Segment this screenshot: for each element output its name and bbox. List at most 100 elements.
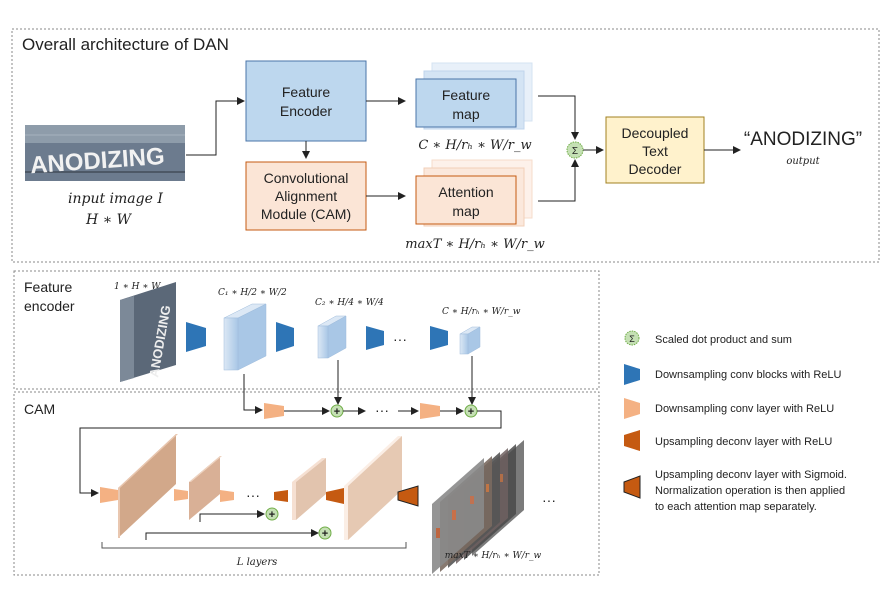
cam-down-1-icon	[100, 487, 118, 503]
attention-map-line1: Attention	[438, 184, 493, 200]
sigma-symbol: Σ	[572, 146, 578, 157]
output-label: output	[786, 156, 820, 167]
arrow-loop-to-cam-start	[79, 410, 502, 497]
downsample-blocks-3-icon	[366, 326, 384, 350]
svg-text:+: +	[334, 406, 340, 418]
attention-map-dims: maxT ∗ H/rₕ ∗ W/r_w	[405, 237, 544, 252]
cam-cuboid-4	[344, 436, 402, 540]
arrow-input-to-encoder	[186, 97, 245, 156]
encoder-panel-title-line1: Feature	[24, 279, 72, 295]
cam-panel-border	[13, 391, 600, 576]
cam-down-3-icon	[220, 490, 234, 502]
sum-node-2: +	[464, 404, 478, 418]
cam-cuboid-1	[118, 434, 178, 538]
legend-sigma: Σ Scaled dot product and sum	[624, 330, 792, 346]
feature-encoder-line2: Encoder	[280, 103, 332, 119]
legend-downsample-blocks-text: Downsampling conv blocks with ReLU	[655, 369, 842, 381]
legend-dark-blue-trapezoid-icon	[624, 364, 640, 385]
downsample-layer-2-icon	[420, 403, 440, 419]
cam-cuboid-3	[292, 458, 326, 520]
legend-upsample-sigmoid-line3: to each attention map separately.	[655, 501, 817, 513]
attention-maps-stack	[432, 440, 524, 574]
sigma-node: Σ	[566, 141, 584, 159]
downsample-blocks-1-icon	[186, 322, 206, 352]
legend-upsample-relu: Upsampling deconv layer with ReLU	[624, 430, 832, 451]
legend-dark-orange-trapezoid-icon	[624, 430, 640, 451]
feature-map-line2: map	[452, 106, 479, 122]
legend-upsample-sigmoid-line1: Upsampling deconv layer with Sigmoid.	[655, 469, 847, 481]
encoder-panel-border	[13, 270, 600, 390]
sum-node-1: +	[330, 404, 344, 418]
input-label: input image I	[68, 191, 163, 207]
overall-title: Overall architecture of DAN	[22, 35, 229, 54]
attention-map-stack: Attention map	[415, 159, 533, 227]
encoder-dim-1: C₁ ∗ H/2 ∗ W/2	[218, 288, 287, 298]
decoder-line1: Decoupled	[622, 125, 689, 141]
cam-up-2-icon	[326, 488, 344, 504]
input-image: ANODIZING	[25, 125, 185, 181]
arrow-cuboid1-to-cam	[243, 374, 263, 414]
encoder-dim-2: C₂ ∗ H/4 ∗ W/4	[315, 298, 384, 308]
feature-cuboid-3	[459, 326, 481, 355]
feature-map-stack: Feature map	[415, 62, 533, 130]
cam-attention-dims: maxT ∗ H/rₕ ∗ W/r_w	[445, 551, 542, 561]
cam-ellipsis-2: ···	[246, 487, 260, 503]
skip-connection-1	[199, 510, 265, 522]
cam-down-2-icon	[174, 489, 188, 501]
cam-ellipsis-1: ···	[375, 402, 389, 418]
cam-panel: CAM + ··· +	[13, 356, 600, 576]
legend-sigma-text: Scaled dot product and sum	[655, 334, 792, 346]
downsample-blocks-2-icon	[276, 322, 294, 352]
output-text: “ANODIZING”	[744, 129, 862, 150]
decoder-line2: Text	[642, 143, 668, 159]
attention-map-line2: map	[452, 203, 479, 219]
legend: Σ Scaled dot product and sum Downsamplin…	[623, 330, 847, 513]
feature-encoder-line1: Feature	[282, 84, 330, 100]
cam-panel-title: CAM	[24, 401, 55, 417]
svg-text:+: +	[269, 509, 275, 521]
encoder-dim-0: 1 ∗ H ∗ W	[114, 282, 161, 292]
cam-ellipsis-3: ···	[542, 492, 556, 508]
cam-box: Convolutional Alignment Module (CAM)	[245, 161, 367, 231]
cam-cuboid-2	[189, 456, 222, 520]
sum-node-4: +	[318, 526, 332, 540]
skip-connection-2	[145, 529, 319, 540]
input-dims: H ∗ W	[85, 212, 133, 228]
arrow-feature-map-to-sigma	[538, 95, 579, 140]
overall-panel: Overall architecture of DAN ANODIZING in…	[11, 28, 880, 263]
cam-up-sigmoid-icon	[397, 485, 419, 507]
feature-map-dims: C ∗ H/rₕ ∗ W/r_w	[418, 138, 531, 153]
text-decoder-box: Decoupled Text Decoder	[605, 116, 705, 184]
encoder-ellipsis: ···	[393, 331, 407, 347]
layers-bracket	[101, 542, 407, 549]
legend-upsample-sigmoid: Upsampling deconv layer with Sigmoid. No…	[623, 469, 847, 513]
layers-label: L layers	[236, 557, 277, 568]
encoder-panel-title-line2: encoder	[24, 298, 75, 314]
legend-sigma-symbol: Σ	[629, 334, 635, 344]
legend-downsample-layer-text: Downsampling conv layer with ReLU	[655, 403, 834, 415]
legend-upsample-sigmoid-line2: Normalization operation is then applied	[655, 485, 845, 497]
downsample-layer-1-icon	[264, 403, 284, 419]
arrow-attention-map-to-sigma	[538, 159, 579, 202]
legend-outlined-orange-trapezoid-icon	[623, 475, 641, 499]
feature-map-line1: Feature	[442, 87, 490, 103]
svg-text:+: +	[322, 528, 328, 540]
cam-line3: Module (CAM)	[261, 206, 351, 222]
cam-line1: Convolutional	[264, 170, 349, 186]
feature-encoder-panel: Feature encoder 1 ∗ H ∗ W C₁ ∗ H/2 ∗ W/2…	[13, 270, 600, 390]
cam-line2: Alignment	[275, 188, 337, 204]
legend-upsample-relu-text: Upsampling deconv layer with ReLU	[655, 436, 832, 448]
feature-encoder-box: Feature Encoder	[245, 60, 367, 142]
svg-text:+: +	[468, 406, 474, 418]
encoder-dim-3: C ∗ H/rₕ ∗ W/r_w	[442, 307, 521, 317]
feature-cuboid-1	[223, 303, 267, 371]
downsample-blocks-4-icon	[430, 326, 448, 350]
feature-cuboid-2	[317, 315, 347, 359]
overall-panel-border	[11, 28, 880, 263]
legend-downsample-blocks: Downsampling conv blocks with ReLU	[624, 364, 842, 385]
cam-up-1-icon	[274, 490, 288, 502]
encoder-input-image: ANODIZING	[120, 282, 176, 382]
sum-node-3: +	[265, 507, 279, 521]
legend-light-orange-trapezoid-icon	[624, 398, 640, 419]
